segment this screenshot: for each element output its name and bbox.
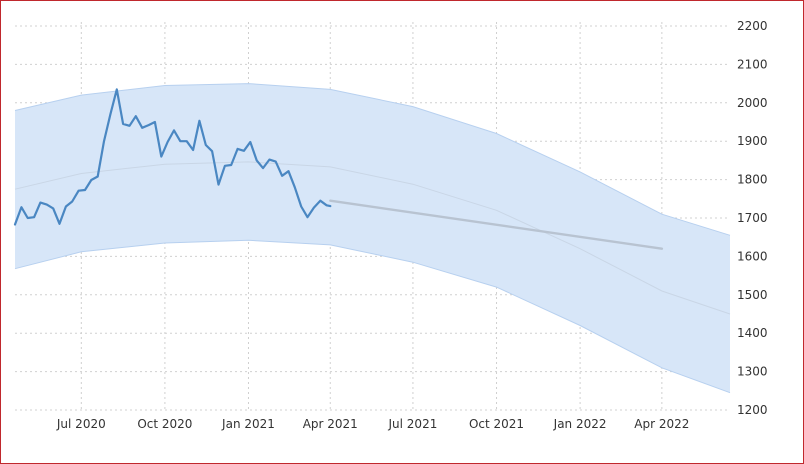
confidence-band bbox=[14, 83, 731, 394]
y-tick-label: 1300 bbox=[737, 365, 768, 379]
actual-series-line bbox=[13, 88, 332, 226]
y-tick-label: 2200 bbox=[737, 19, 768, 33]
y-tick-label: 1500 bbox=[737, 288, 768, 302]
y-tick-label: 2100 bbox=[737, 57, 768, 71]
y-tick-label: 1600 bbox=[737, 249, 768, 263]
forecast-series-line bbox=[329, 199, 664, 250]
band-upper-edge bbox=[14, 83, 731, 236]
data-series bbox=[13, 88, 664, 250]
x-tick-label: Oct 2020 bbox=[137, 417, 192, 431]
x-tick-label: Apr 2021 bbox=[303, 417, 358, 431]
x-axis: Jul 2020 Oct 2020 Jan 2021 Apr 2021 Jul 2021… bbox=[56, 417, 690, 431]
y-tick-label: 1400 bbox=[737, 326, 768, 340]
band-area bbox=[15, 83, 730, 393]
x-tick-label: Oct 2021 bbox=[469, 417, 524, 431]
x-tick-label: Jan 2022 bbox=[553, 417, 607, 431]
y-tick-label: 1700 bbox=[737, 211, 768, 225]
x-tick-label: Apr 2022 bbox=[634, 417, 689, 431]
x-tick-label: Jul 2021 bbox=[388, 417, 438, 431]
x-tick-label: Jan 2021 bbox=[221, 417, 275, 431]
y-tick-label: 2000 bbox=[737, 96, 768, 110]
y-tick-label: 1800 bbox=[737, 173, 768, 187]
y-tick-label: 1200 bbox=[737, 403, 768, 417]
y-tick-label: 1900 bbox=[737, 134, 768, 148]
y-axis: 2200 2100 2000 1900 1800 1700 1600 1500 1400 1300… bbox=[737, 19, 768, 417]
band-trend-line bbox=[14, 161, 731, 315]
band-lower-edge bbox=[14, 239, 731, 394]
x-tick-label: Jul 2020 bbox=[56, 417, 106, 431]
